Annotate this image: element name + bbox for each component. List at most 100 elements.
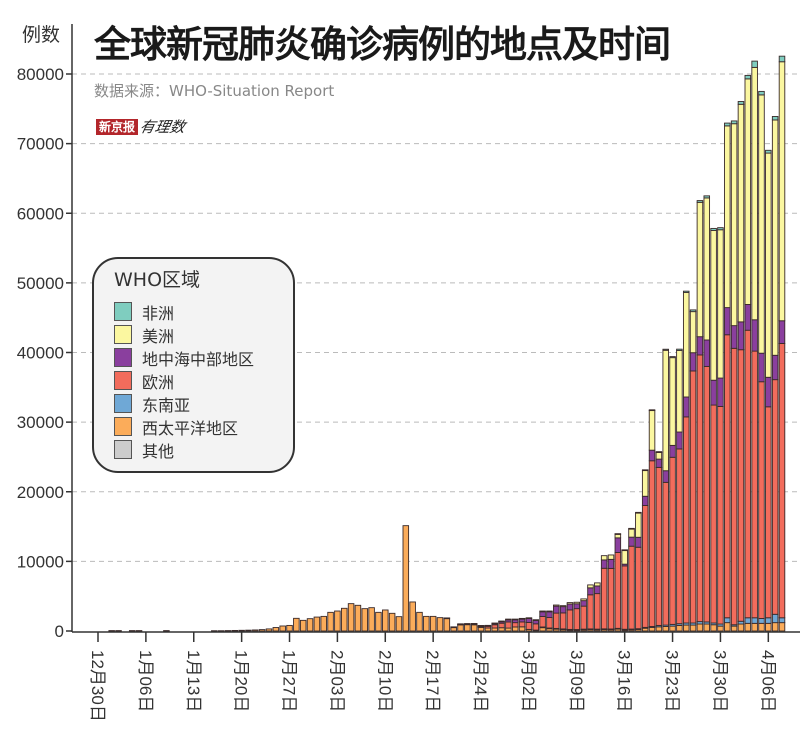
bar-segment-1-42 (382, 609, 389, 632)
y-tick-label: 40000 (17, 344, 64, 363)
bar-segment-4-51 (443, 617, 451, 620)
bar-segment-3-89 (703, 365, 711, 623)
bar-segment-1-30 (299, 619, 307, 632)
bar-segment-5-98 (765, 152, 772, 378)
bar-segment-5-82 (655, 452, 663, 460)
legend-label: 其他 (142, 441, 175, 461)
bar-segment-3-100 (778, 342, 786, 619)
bar-segment-1-20 (231, 629, 239, 632)
bar-segment-3-91 (717, 406, 724, 625)
bar-segment-6-90 (710, 227, 717, 231)
bar-segment-1-84 (669, 625, 676, 632)
x-tick-label: 3月09日 (567, 650, 586, 712)
bar-segment-5-77 (621, 549, 628, 565)
bar-segment-1-44 (395, 616, 403, 632)
legend-item: 非洲 (114, 300, 293, 323)
bar-segment-4-70 (573, 603, 581, 610)
bar-segment-1-41 (375, 611, 382, 632)
bar-segment-3-97 (758, 381, 765, 619)
bar-segment-3-86 (682, 416, 690, 624)
bar-segment-6-97 (758, 90, 765, 96)
bar-segment-1-21 (238, 629, 245, 632)
legend-item: 东南亚 (114, 392, 293, 415)
bar-segment-5-96 (751, 66, 758, 321)
x-tick-label: 12月30日 (88, 650, 107, 722)
legend-swatch (114, 348, 132, 367)
bar-segment-5-73 (594, 582, 601, 587)
legend-item: 美洲 (114, 323, 293, 346)
bar-segment-1-51 (443, 617, 451, 632)
bar-segment-1-46 (409, 601, 416, 632)
y-tick-label: 10000 (17, 552, 64, 571)
bar-segment-3-61 (511, 622, 519, 628)
bar-segment-1-100 (778, 622, 786, 632)
bar-segment-3-98 (765, 406, 772, 619)
bar-segment-4-98 (765, 376, 772, 408)
bar-segment-6-78 (628, 527, 635, 530)
bar-segment-5-61 (511, 618, 519, 621)
legend-title: WHO区域 (114, 269, 201, 291)
y-axis-label: 例数 (22, 24, 61, 46)
bar-segment-6-84 (669, 356, 676, 359)
bar-segment-1-50 (436, 617, 444, 632)
bar-segment-5-71 (580, 598, 587, 602)
bar-segment-6-100 (778, 55, 786, 63)
legend-label: 美洲 (142, 326, 175, 346)
bar-segment-1-95 (744, 622, 752, 632)
axes: 0 10000 20000 30000 40000 50000 60000 70000 8000… (17, 24, 800, 722)
bar-segment-6-82 (655, 451, 663, 453)
y-tick-label: 50000 (17, 274, 64, 293)
bar-segment-1-92 (724, 622, 731, 632)
bar-segment-4-55 (470, 623, 478, 625)
bar-segment-1-88 (696, 623, 704, 632)
bar-segment-4-84 (669, 444, 676, 458)
bar-segment-3-84 (669, 456, 676, 625)
bar-segment-5-57 (484, 624, 492, 627)
bar-segment-5-97 (758, 94, 765, 354)
bar-segment-4-95 (744, 304, 752, 331)
legend-label: 东南亚 (142, 395, 191, 415)
bar-segment-6-99 (771, 116, 779, 121)
bar-segment-4-71 (580, 600, 587, 607)
x-tick-label: 1月13日 (184, 650, 203, 712)
bar-segment-1-54 (464, 623, 471, 632)
bar-segment-2-95 (744, 617, 752, 624)
bar-segment-5-72 (587, 584, 594, 589)
bar-segment-1-93 (730, 625, 738, 632)
bar-segment-5-99 (771, 119, 779, 356)
bar-segment-4-96 (751, 319, 758, 352)
bar-segment-3-66 (546, 617, 553, 629)
bar-segment-1-61 (511, 626, 519, 632)
bar-segment-4-83 (662, 470, 669, 483)
bar-segment-1-43 (388, 612, 396, 632)
bar-segment-5-86 (682, 292, 690, 398)
bar-segment-1-39 (361, 608, 369, 632)
y-tick-label: 30000 (17, 413, 64, 432)
bar-segment-6-98 (765, 149, 772, 154)
bar-segment-1-22 (245, 629, 252, 632)
bar-segment-1-40 (368, 607, 375, 632)
logo-subtext: 有理数 (137, 118, 187, 136)
bar-segment-4-73 (594, 585, 601, 595)
bar-segment-5-78 (628, 528, 635, 538)
bar-segment-1-48 (423, 615, 430, 632)
bar-segment-1-33 (320, 615, 327, 632)
legend-item: 西太平洋地区 (114, 415, 293, 438)
bar-segment-3-82 (655, 466, 663, 626)
bar-segment-3-69 (566, 609, 574, 630)
bar-segment-6-93 (730, 120, 738, 125)
bar-segment-1-94 (737, 623, 745, 632)
bar-segment-3-70 (573, 608, 581, 630)
bar-segment-2-98 (765, 617, 772, 624)
bar-segment-1-45 (402, 525, 410, 632)
bar-segment-3-78 (628, 545, 635, 630)
chart-title: 全球新冠肺炎确诊病例的地点及时间 (94, 23, 671, 66)
legend-swatch (114, 440, 132, 459)
bar-segment-2-97 (758, 618, 765, 624)
x-tick-label: 2月24日 (471, 650, 490, 712)
bar-segment-4-89 (703, 339, 711, 367)
bar-segment-1-28 (286, 624, 293, 632)
legend: WHO区域 非洲 美洲 地中海中部地区 欧洲 东南亚 西太平洋地区 其他 (92, 257, 295, 473)
legend-swatch (114, 302, 132, 321)
